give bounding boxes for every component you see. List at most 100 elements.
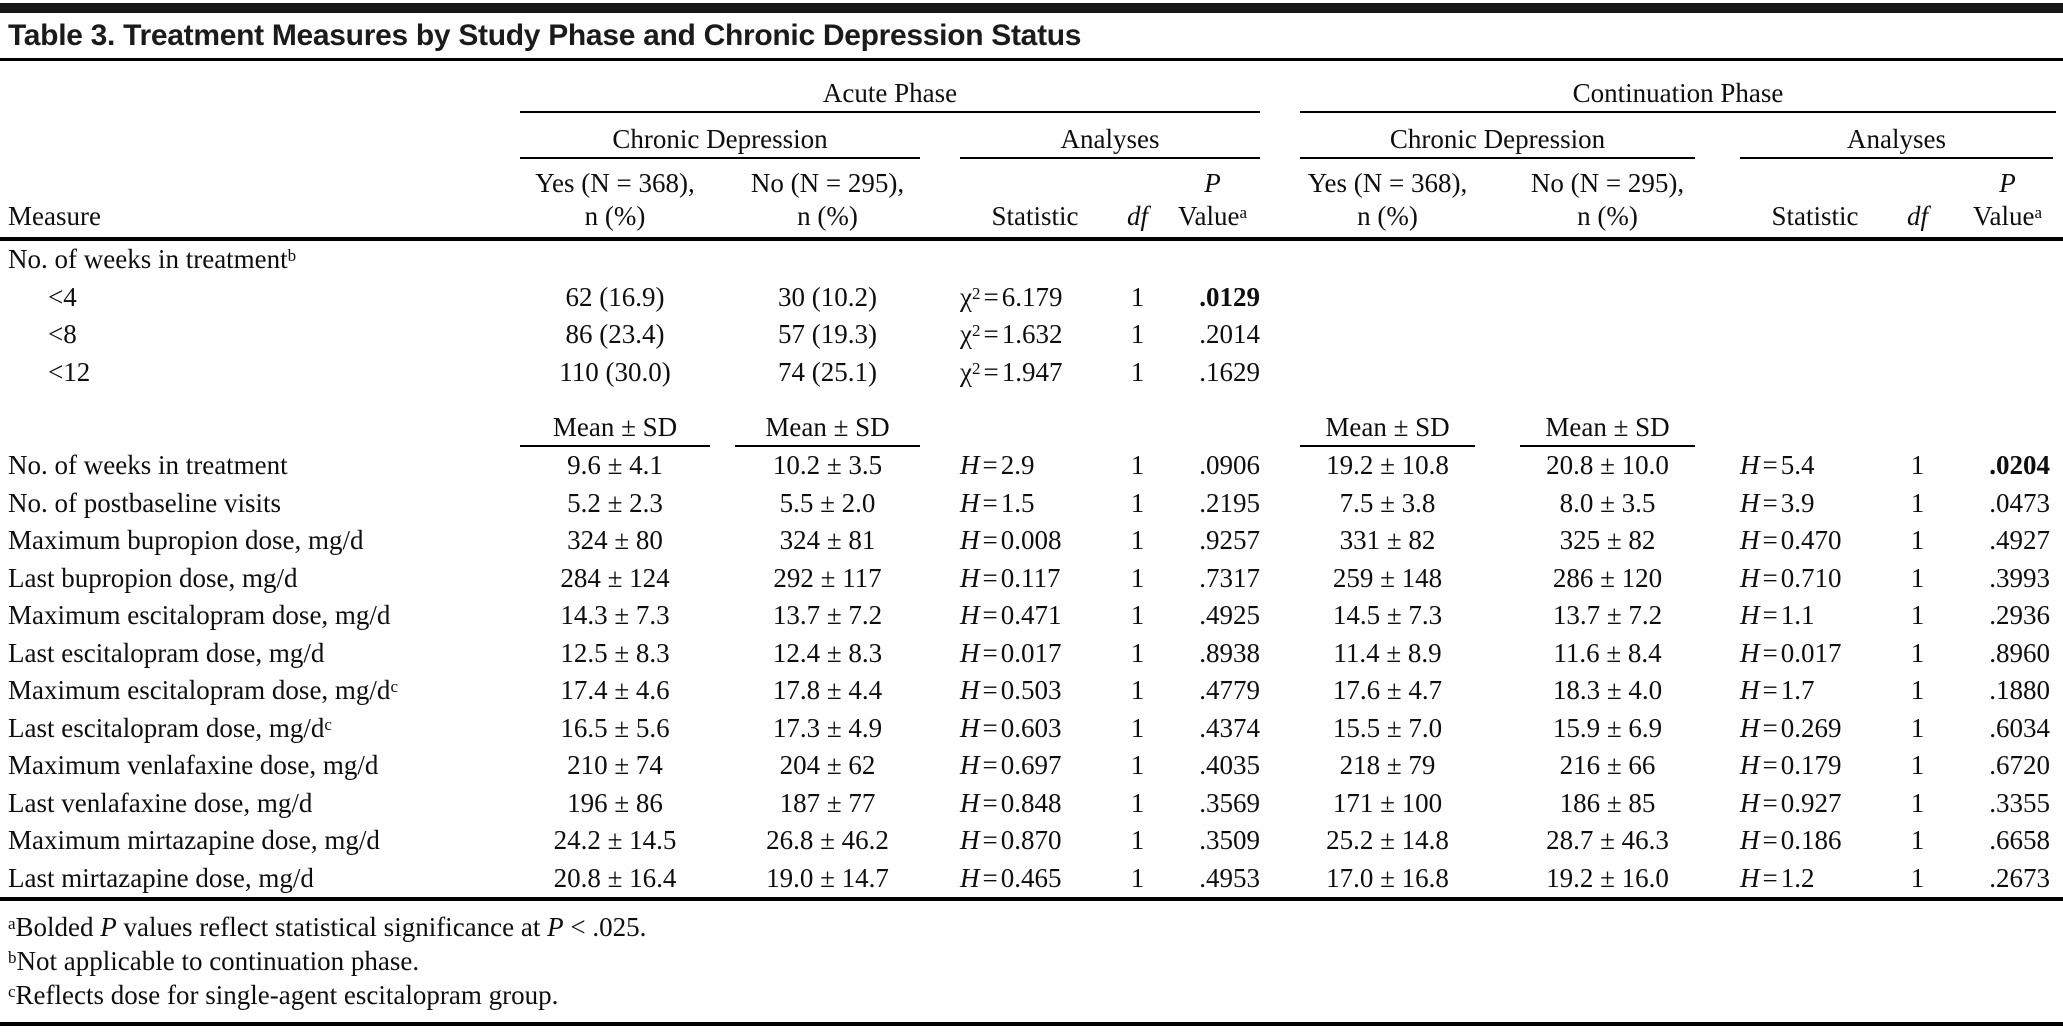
cell-chronic-no: 26.8 ± 46.2 — [766, 825, 889, 855]
measure-label: Maximum venlafaxine dose, mg/d — [8, 750, 379, 780]
cell-p-value: .7317 — [1199, 562, 1260, 593]
cell-chronic-no: 13.7 ± 7.2 — [1552, 600, 1663, 630]
cell-chronic-no: 17.3 ± 4.9 — [772, 712, 883, 743]
cell-df: 1 — [1130, 600, 1145, 630]
cell-chronic-no: 19.0 ± 14.7 — [766, 862, 889, 893]
cell-df: 1 — [1130, 450, 1145, 480]
cell-statistic: H = 1.5 — [960, 487, 1035, 518]
cell-chronic-no: 18.3 ± 4.0 — [1552, 675, 1663, 705]
cell-chronic-no: 10.2 ± 3.5 — [772, 450, 883, 480]
cell-df: 1 — [1130, 712, 1145, 743]
cell-chronic-no: 292 ± 117 — [773, 562, 882, 593]
cell-p-value: .3355 — [1989, 787, 2050, 818]
no-n-label: No (N = 295), — [1530, 168, 1685, 198]
table-row: Maximum venlafaxine dose, mg/d 210 ± 74 20… — [0, 747, 2063, 785]
cell-chronic-no: 286 ± 120 — [1552, 562, 1663, 593]
cell-df: 1 — [1910, 450, 1925, 480]
acute-chronic-depression-spanner: Chronic Depression — [520, 124, 920, 159]
footnotes: aBolded P values reflect statistical sig… — [0, 901, 2063, 1012]
n-pct-label: n (%) — [1577, 201, 1638, 231]
cell-df: 1 — [1910, 787, 1925, 818]
cell-chronic-yes: 17.6 ± 4.7 — [1332, 675, 1443, 705]
cell-statistic: H = 0.870 — [960, 825, 1062, 855]
cell-statistic: χ2 = 6.179 — [960, 281, 1063, 312]
title-rule — [0, 58, 2063, 61]
cell-df: 1 — [1130, 525, 1145, 555]
cell-chronic-no: 216 ± 66 — [1559, 750, 1656, 780]
measure-label: <4 — [48, 281, 77, 312]
cell-p-value: .6658 — [1989, 825, 2050, 855]
mean-sd-label: Mean ± SD — [520, 412, 710, 447]
cell-chronic-no: 57 (19.3) — [778, 319, 877, 349]
acute-statistic-column-header: Statistic — [991, 201, 1079, 231]
mean-sd-label: Mean ± SD — [1520, 412, 1695, 447]
cell-statistic: H = 0.603 — [960, 712, 1062, 743]
cell-chronic-no: 15.9 ± 6.9 — [1552, 712, 1663, 743]
measure-label: Last escitalopram dose, mg/d — [8, 637, 325, 668]
measure-column-header: Measure — [8, 201, 101, 231]
continuation-df-column-header: df — [1890, 200, 1945, 233]
df-label: df — [1126, 201, 1148, 231]
cell-df: 1 — [1130, 319, 1145, 349]
continuation-p-value-column-header: P Valuea — [1965, 167, 2063, 233]
cell-chronic-yes: 20.8 ± 16.4 — [553, 862, 677, 893]
cell-statistic: H = 0.710 — [1740, 562, 1842, 593]
cell-p-value: .4927 — [1989, 525, 2050, 555]
cell-p-value: .4779 — [1199, 675, 1260, 705]
continuation-chronic-depression-spanner: Chronic Depression — [1300, 124, 1695, 159]
acute-yes-column-header: Yes (N = 368), n (%) — [520, 167, 710, 233]
yes-n-label: Yes (N = 368), — [1307, 168, 1468, 198]
mean-sd-label: Mean ± SD — [735, 412, 920, 447]
cell-p-value: .3509 — [1199, 825, 1260, 855]
header-rule — [0, 237, 2063, 241]
cell-statistic: H = 0.471 — [960, 600, 1062, 630]
cell-df: 1 — [1910, 750, 1925, 780]
cell-chronic-no: 8.0 ± 3.5 — [1559, 487, 1656, 518]
acute-no-column-header: No (N = 295), n (%) — [735, 167, 920, 233]
cell-chronic-yes: 24.2 ± 14.5 — [553, 825, 677, 855]
top-rule — [0, 3, 2063, 13]
cell-p-value: .4953 — [1199, 862, 1260, 893]
acute-p-value-column-header: P Valuea — [1165, 167, 1260, 233]
n-pct-label: n (%) — [1357, 201, 1418, 231]
table-row: Last escitalopram dose, mg/dc 16.5 ± 5.6 1… — [0, 710, 2063, 748]
table-row: <12 110 (30.0) 74 (25.1) χ2 = 1.947 1 .1629 — [0, 354, 2063, 392]
cell-statistic: H = 0.008 — [960, 525, 1062, 555]
column-header-row: Measure Yes (N = 368), n (%) No (N = 295… — [0, 159, 2063, 237]
table-row: Maximum escitalopram dose, mg/d 14.3 ± 7.… — [0, 597, 2063, 635]
table-row: Last bupropion dose, mg/d 284 ± 124 292 ± … — [0, 560, 2063, 598]
cell-p-value: .0129 — [1199, 281, 1260, 312]
n-pct-label: n (%) — [797, 201, 858, 231]
footnote: cReflects dose for single-agent escitalo… — [8, 980, 559, 1010]
cell-statistic: H = 0.927 — [1740, 787, 1842, 818]
footer-rule — [0, 897, 2063, 901]
cell-chronic-yes: 284 ± 124 — [560, 562, 670, 593]
cell-chronic-yes: 19.2 ± 10.8 — [1326, 450, 1449, 480]
continuation-yes-column-header: Yes (N = 368), n (%) — [1300, 167, 1475, 233]
cell-df: 1 — [1910, 862, 1925, 893]
group-spanner-row: Chronic Depression Analyses Chronic Depr… — [0, 113, 2063, 159]
cell-df: 1 — [1130, 487, 1145, 518]
measure-label: <8 — [48, 319, 77, 349]
cell-statistic: H = 0.017 — [1740, 637, 1842, 668]
cell-chronic-no: 20.8 ± 10.0 — [1546, 450, 1669, 480]
cell-chronic-no: 74 (25.1) — [778, 356, 877, 387]
cell-chronic-yes: 218 ± 79 — [1339, 750, 1436, 780]
cell-chronic-yes: 14.3 ± 7.3 — [560, 600, 670, 630]
cell-statistic: H = 0.017 — [960, 637, 1062, 668]
cell-chronic-yes: 196 ± 86 — [567, 787, 663, 818]
cell-statistic: H = 0.848 — [960, 787, 1062, 818]
cell-p-value: .2195 — [1199, 487, 1260, 518]
cell-p-value: .0906 — [1199, 450, 1260, 480]
cell-p-value: .8938 — [1199, 637, 1260, 668]
table-row: Last mirtazapine dose, mg/d 20.8 ± 16.4 19… — [0, 860, 2063, 898]
cell-p-value: .2936 — [1989, 600, 2050, 630]
table-row: Maximum mirtazapine dose, mg/d 24.2 ± 14.… — [0, 822, 2063, 860]
cell-statistic: H = 1.2 — [1740, 862, 1815, 893]
measure-label: Last bupropion dose, mg/d — [8, 562, 298, 593]
acute-phase-spanner: Acute Phase — [520, 78, 1260, 113]
value-label: Valuea — [1972, 201, 2043, 231]
cell-statistic: H = 1.1 — [1740, 600, 1815, 630]
measure-label: Maximum mirtazapine dose, mg/d — [8, 825, 380, 855]
cell-chronic-no: 186 ± 85 — [1559, 787, 1656, 818]
